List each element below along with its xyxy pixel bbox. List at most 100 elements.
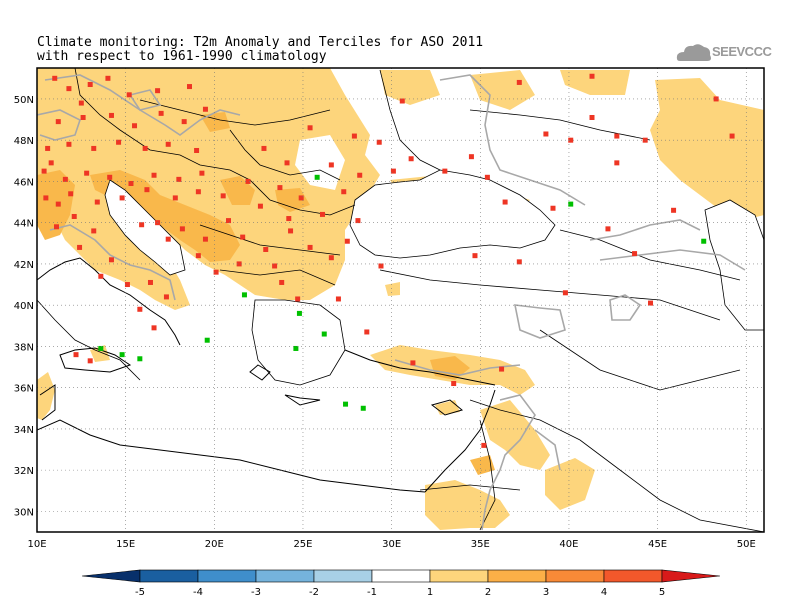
upper-tercile-station (257, 203, 263, 209)
upper-tercile-station (729, 133, 735, 139)
title-line-1: Climate monitoring: T2m Anomaly and Terc… (37, 35, 484, 50)
upper-tercile-station (277, 185, 283, 191)
upper-tercile-station (172, 195, 178, 201)
lon-tick-label: 35E (471, 539, 490, 550)
upper-tercile-station (671, 207, 677, 213)
colorbar-label: 4 (601, 587, 607, 598)
lat-tick-label: 34N (14, 425, 34, 436)
colorbar-label: -1 (367, 587, 377, 598)
grid-lines (37, 68, 764, 532)
colorbar-segment (603, 569, 663, 583)
upper-tercile-station (319, 211, 325, 217)
upper-tercile-station (355, 218, 361, 224)
lower-tercile-station (98, 345, 104, 351)
upper-tercile-station (295, 296, 301, 302)
lat-tick-label: 38N (14, 342, 34, 353)
upper-tercile-station (128, 180, 134, 186)
upper-tercile-station (48, 160, 54, 166)
upper-tercile-station (499, 366, 505, 372)
lon-tick-label: 45E (648, 539, 667, 550)
upper-tercile-station (451, 381, 457, 387)
lat-tick-label: 44N (14, 219, 34, 230)
upper-tercile-station (399, 98, 405, 104)
upper-tercile-station (408, 156, 414, 162)
lon-tick-label: 20E (205, 539, 224, 550)
colorbar-arrow-left (81, 569, 141, 583)
upper-tercile-station (226, 218, 232, 224)
lon-tick-label: 15E (116, 539, 135, 550)
upper-tercile-station (240, 234, 246, 240)
lower-tercile-station (568, 201, 574, 207)
upper-tercile-station (376, 139, 382, 145)
upper-tercile-station (410, 360, 416, 366)
colorbar-segment (197, 569, 257, 583)
upper-tercile-station (589, 73, 595, 79)
colorbar-arrow-right (661, 569, 721, 583)
upper-tercile-station (341, 189, 347, 195)
upper-tercile-station (54, 224, 60, 230)
cloud-logo-icon (676, 44, 711, 61)
lat-tick-label: 40N (14, 301, 34, 312)
upper-tercile-station (165, 236, 171, 242)
upper-tercile-station (516, 259, 522, 265)
upper-tercile-station (220, 193, 226, 199)
upper-tercile-station (68, 191, 74, 197)
upper-tercile-markers (41, 73, 735, 448)
title-line-2: with respect to 1961-1990 climatology (37, 49, 327, 64)
upper-tercile-station (199, 170, 205, 176)
upper-tercile-station (202, 236, 208, 242)
upper-tercile-station (272, 263, 278, 269)
upper-tercile-station (328, 255, 334, 261)
upper-tercile-station (107, 174, 113, 180)
colorbar: -5 -4 -3 -2 -1 1 2 3 4 5 (81, 569, 721, 598)
lon-tick-label: 10E (27, 539, 46, 550)
upper-tercile-station (357, 172, 363, 178)
upper-tercile-station (158, 110, 164, 116)
lon-tick-label: 50E (737, 539, 756, 550)
upper-tercile-station (589, 114, 595, 120)
upper-tercile-station (550, 205, 556, 211)
upper-tercile-station (632, 251, 638, 257)
upper-tercile-station (73, 352, 79, 358)
upper-tercile-station (71, 213, 77, 219)
upper-tercile-station (344, 238, 350, 244)
upper-tercile-station (151, 325, 157, 331)
upper-tercile-station (213, 269, 219, 275)
upper-tercile-station (484, 174, 490, 180)
lower-tercile-station (137, 356, 143, 362)
upper-tercile-station (481, 442, 487, 448)
lower-tercile-station (241, 292, 247, 298)
upper-tercile-station (91, 228, 97, 234)
upper-tercile-station (176, 176, 182, 182)
upper-tercile-station (186, 84, 192, 90)
upper-tercile-station (119, 195, 125, 201)
colorbar-label: 1 (427, 587, 433, 598)
lower-tercile-station (701, 238, 707, 244)
upper-tercile-station (286, 216, 292, 222)
lat-tick-label: 50N (14, 95, 34, 106)
lon-tick-label: 25E (293, 539, 312, 550)
lon-tick-label: 40E (559, 539, 578, 550)
upper-tercile-station (195, 253, 201, 259)
colorbar-label: 5 (659, 587, 665, 598)
map-frame (36, 67, 765, 533)
lat-tick-label: 48N (14, 136, 34, 147)
upper-tercile-station (45, 145, 51, 151)
upper-tercile-station (307, 125, 313, 131)
upper-tercile-station (562, 290, 568, 296)
upper-tercile-station (126, 92, 132, 98)
upper-tercile-station (77, 244, 83, 250)
upper-tercile-station (108, 257, 114, 263)
upper-tercile-station (378, 263, 384, 269)
latitude-ticks: 30N 32N 34N 36N 38N 40N 42N 44N 46N 48N 50N (14, 95, 34, 518)
upper-tercile-station (713, 96, 719, 102)
upper-tercile-station (288, 228, 294, 234)
upper-tercile-station (124, 282, 130, 288)
anomaly-fill-1-2 (37, 68, 764, 530)
upper-tercile-station (328, 162, 334, 168)
logo-text: SEEVCCC (712, 44, 772, 59)
upper-tercile-station (263, 246, 269, 252)
upper-tercile-station (468, 154, 474, 160)
upper-tercile-station (472, 253, 478, 259)
